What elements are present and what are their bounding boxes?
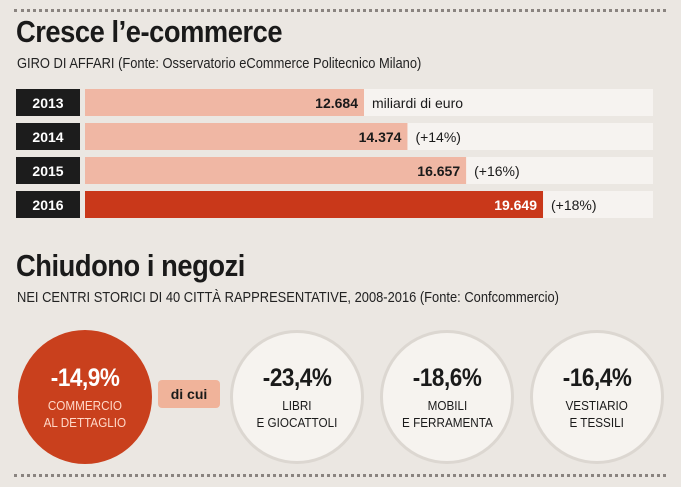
retail-label-line2: AL DETTAGLIO bbox=[43, 414, 127, 430]
value-label-2013: 12.684 bbox=[315, 95, 358, 111]
bar-2015 bbox=[85, 157, 467, 184]
books-toys-circle: -23,4% LIBRI E GIOCATTOLI bbox=[230, 330, 364, 464]
retail-label-line1: COMMERCIO bbox=[47, 397, 123, 413]
clothing-textiles-circle: -16,4% VESTIARIO E TESSILI bbox=[530, 330, 664, 464]
books-toys-label: LIBRI E GIOCATTOLI bbox=[257, 397, 338, 431]
retail-label: COMMERCIO AL DETTAGLIO bbox=[44, 397, 127, 431]
year-label-2013: 2013 bbox=[32, 95, 63, 111]
ecommerce-bar-chart: 2013 12.684 miliardi di euro 2014 14.374 (+14… bbox=[16, 89, 653, 218]
annotation-2014: (+14%) bbox=[415, 129, 461, 145]
furniture-hardware-label-line1: MOBILI bbox=[427, 397, 467, 413]
top-dotted-divider bbox=[14, 9, 666, 12]
year-label-2016: 2016 bbox=[32, 197, 63, 213]
books-toys-label-line1: LIBRI bbox=[282, 397, 312, 413]
retail-pct: -14,9% bbox=[50, 363, 120, 392]
value-label-2016: 19.649 bbox=[494, 197, 537, 213]
year-box-2015 bbox=[16, 157, 80, 184]
furniture-hardware-label: MOBILI E FERRAMENTA bbox=[402, 397, 493, 431]
annotation-2016: (+18%) bbox=[551, 197, 597, 213]
of-which-badge: di cui bbox=[158, 380, 220, 408]
ecommerce-subtitle: GIRO DI AFFARI (Fonte: Osservatorio eCom… bbox=[17, 55, 422, 72]
clothing-textiles-label-line2: E TESSILI bbox=[569, 414, 625, 430]
year-box-2016 bbox=[16, 191, 80, 218]
retail-circle: -14,9% COMMERCIO AL DETTAGLIO bbox=[18, 330, 152, 464]
value-label-2015: 16.657 bbox=[417, 163, 460, 179]
shops-title: Chiudono i negozi bbox=[16, 248, 245, 283]
clothing-textiles-label: VESTIARIO E TESSILI bbox=[566, 397, 628, 431]
bar-2013 bbox=[85, 89, 365, 116]
books-toys-pct: -23,4% bbox=[262, 363, 332, 392]
furniture-hardware-pct: -18,6% bbox=[412, 363, 482, 392]
ecommerce-title: Cresce l’e-commerce bbox=[16, 14, 283, 49]
year-label-2014: 2014 bbox=[32, 129, 63, 145]
furniture-hardware-label-line2: E FERRAMENTA bbox=[401, 414, 493, 430]
year-label-2015: 2015 bbox=[32, 163, 63, 179]
year-box-2014 bbox=[16, 123, 80, 150]
annotation-2013: miliardi di euro bbox=[372, 95, 463, 111]
annotation-2015: (+16%) bbox=[474, 163, 520, 179]
shops-subtitle: NEI CENTRI STORICI DI 40 CITTÀ RAPPRESEN… bbox=[17, 289, 559, 306]
bar-2014 bbox=[85, 123, 408, 150]
value-label-2014: 14.374 bbox=[359, 129, 402, 145]
furniture-hardware-circle: -18,6% MOBILI E FERRAMENTA bbox=[380, 330, 514, 464]
bottom-dotted-divider bbox=[14, 474, 666, 477]
bar-2016 bbox=[85, 191, 544, 218]
books-toys-label-line2: E GIOCATTOLI bbox=[256, 414, 338, 430]
year-box-2013 bbox=[16, 89, 80, 116]
clothing-textiles-pct: -16,4% bbox=[562, 363, 632, 392]
clothing-textiles-label-line1: VESTIARIO bbox=[565, 397, 629, 413]
